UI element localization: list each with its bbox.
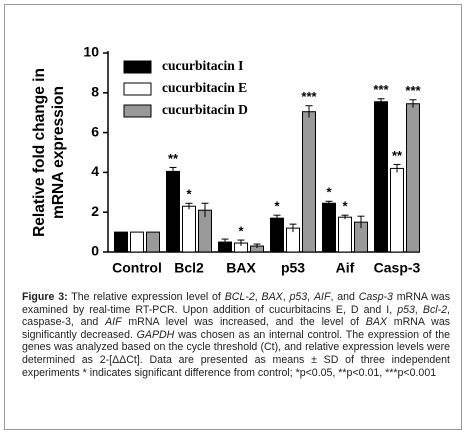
caption: Figure 3: The relative expression level … bbox=[22, 291, 450, 379]
caption-text: , bbox=[254, 291, 262, 303]
legend-label: cucurbitacin I bbox=[162, 58, 243, 73]
caption-text: , bbox=[307, 291, 314, 303]
error-bar bbox=[253, 243, 261, 249]
bar bbox=[130, 231, 144, 253]
significance-label: *** bbox=[405, 83, 421, 98]
error-bar bbox=[289, 223, 297, 233]
bar bbox=[166, 170, 180, 253]
x-tick-label: Bcl2 bbox=[174, 260, 204, 276]
caption-text: mRNA was examined by real-time RT-PCR. U… bbox=[22, 291, 450, 316]
error-bar bbox=[377, 98, 385, 105]
error-bar bbox=[325, 200, 333, 206]
significance-label: * bbox=[238, 223, 244, 238]
caption-label: Figure 3: bbox=[22, 291, 68, 303]
bar bbox=[374, 101, 388, 253]
error-bar bbox=[305, 105, 313, 118]
bar bbox=[390, 167, 404, 253]
y-tick-label: 0 bbox=[91, 243, 99, 259]
error-bar bbox=[185, 202, 193, 210]
caption-text: p53 bbox=[289, 291, 308, 303]
figure-border bbox=[4, 4, 462, 430]
significance-label: *** bbox=[373, 82, 389, 97]
caption-text: , bbox=[414, 303, 423, 316]
y-tick-label: 2 bbox=[91, 203, 99, 219]
caption-text: , bbox=[282, 291, 290, 303]
caption-text: GAPDH bbox=[136, 328, 175, 341]
caption-text: BAX bbox=[261, 291, 283, 303]
error-bar bbox=[393, 163, 401, 173]
significance-label: * bbox=[326, 185, 332, 200]
y-tick-label: 4 bbox=[91, 163, 99, 179]
error-bar bbox=[169, 166, 177, 176]
bar bbox=[182, 205, 196, 253]
y-tick-label: 6 bbox=[91, 123, 99, 139]
bar bbox=[302, 111, 316, 253]
y-axis-label: mRNA expression bbox=[50, 86, 67, 219]
caption-text: AIF bbox=[313, 291, 331, 303]
x-tick-label: Aif bbox=[336, 260, 355, 276]
caption-text: Casp-3 bbox=[358, 291, 393, 303]
significance-label: * bbox=[274, 199, 280, 214]
caption-text: BAX bbox=[365, 316, 387, 329]
error-bar bbox=[237, 239, 245, 247]
y-axis-label: Relative fold change in bbox=[31, 68, 48, 237]
bar bbox=[270, 217, 284, 253]
x-tick-label: Casp-3 bbox=[374, 260, 421, 276]
caption-text: , and bbox=[330, 291, 359, 303]
y-tick-label: 10 bbox=[83, 44, 99, 60]
caption-text: , caspase-3, and bbox=[22, 303, 450, 329]
significance-label: ** bbox=[168, 151, 179, 166]
legend-label: cucurbitacin D bbox=[162, 102, 248, 117]
legend-swatch bbox=[123, 82, 152, 96]
error-bar bbox=[201, 202, 209, 218]
caption-text: p53 bbox=[397, 303, 415, 316]
error-bar bbox=[341, 214, 349, 220]
x-tick-label: BAX bbox=[226, 260, 256, 276]
x-tick-label: Control bbox=[112, 260, 162, 276]
caption-text: Bcl-2 bbox=[422, 303, 448, 316]
caption-text: AIF bbox=[105, 316, 122, 329]
x-tick-label: p53 bbox=[281, 260, 305, 276]
caption-text: mRNA level was increased, and the level … bbox=[121, 316, 366, 329]
caption-text: The relative expression level of bbox=[67, 291, 225, 303]
caption-text: was chosen as an internal control. The e… bbox=[22, 328, 451, 379]
caption-text: mRNA was significantly decreased. bbox=[22, 316, 451, 341]
bar bbox=[338, 216, 352, 253]
error-bar bbox=[273, 214, 281, 222]
bar bbox=[146, 231, 160, 253]
caption-text: BCL-2 bbox=[224, 291, 255, 303]
significance-label: * bbox=[186, 187, 192, 202]
bar bbox=[406, 103, 420, 253]
legend-swatch bbox=[123, 60, 152, 74]
legend-label: cucurbitacin E bbox=[162, 80, 247, 95]
bar bbox=[114, 231, 128, 253]
error-bar bbox=[221, 238, 229, 246]
error-bar bbox=[357, 215, 365, 229]
y-tick-label: 8 bbox=[91, 84, 99, 100]
bar bbox=[322, 202, 336, 253]
significance-label: *** bbox=[301, 89, 317, 104]
significance-label: ** bbox=[392, 148, 403, 163]
chart: Relative fold change in mRNA expression 0 2… bbox=[31, 44, 421, 276]
legend-swatch bbox=[123, 104, 152, 118]
error-bar bbox=[409, 99, 417, 108]
significance-label: * bbox=[342, 199, 348, 214]
